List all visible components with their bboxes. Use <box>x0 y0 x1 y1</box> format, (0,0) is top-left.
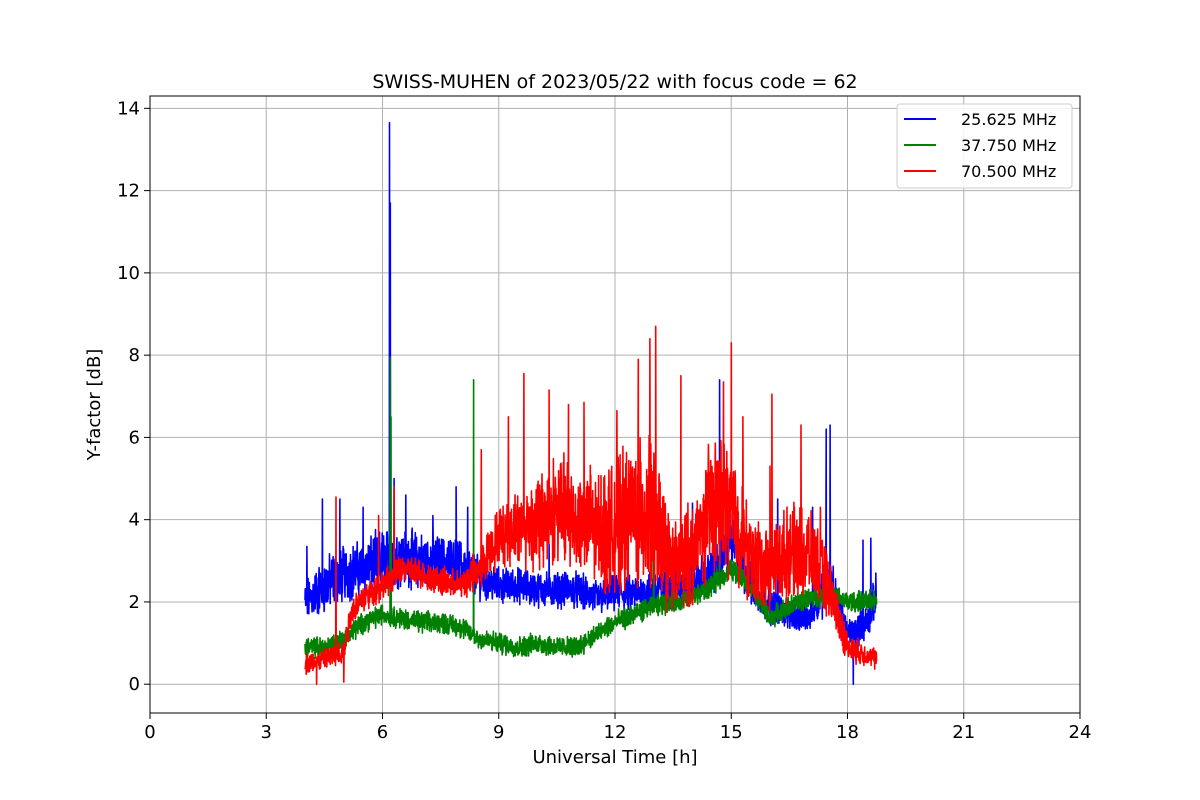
x-tick-label: 6 <box>377 722 388 743</box>
x-tick-label: 12 <box>604 722 627 743</box>
x-tick-label: 18 <box>836 722 859 743</box>
series-line-2 <box>304 356 878 660</box>
legend-box <box>896 103 1073 189</box>
y-tick-label: 8 <box>129 345 140 366</box>
x-tick-label: 0 <box>144 722 155 743</box>
legend-label: 37.750 MHz <box>961 136 1056 155</box>
series-layer <box>304 121 878 685</box>
y-tick-label: 2 <box>129 592 140 613</box>
series-line-1 <box>304 121 878 685</box>
x-tick-label: 9 <box>493 722 504 743</box>
x-tick-label: 24 <box>1069 722 1092 743</box>
y-tick-label: 0 <box>129 674 140 695</box>
y-axis-label: Y-factor [dB] <box>84 349 105 462</box>
legend-label: 25.625 MHz <box>961 110 1056 129</box>
y-tick-label: 10 <box>117 263 140 284</box>
x-axis-label: Universal Time [h] <box>532 747 697 768</box>
x-tick-label: 21 <box>952 722 975 743</box>
series-line-3 <box>304 325 878 685</box>
chart-title: SWISS-MUHEN of 2023/05/22 with focus cod… <box>372 71 857 93</box>
y-tick-label: 4 <box>129 510 140 531</box>
x-tick-label: 3 <box>261 722 272 743</box>
legend: 25.625 MHz 37.750 MHz 70.500 MHz <box>896 103 1073 189</box>
y-tick-label: 14 <box>117 98 140 119</box>
y-tick-label: 6 <box>129 427 140 448</box>
x-tick-label: 15 <box>720 722 743 743</box>
legend-label: 70.500 MHz <box>961 162 1056 181</box>
y-tick-label: 12 <box>117 181 140 202</box>
